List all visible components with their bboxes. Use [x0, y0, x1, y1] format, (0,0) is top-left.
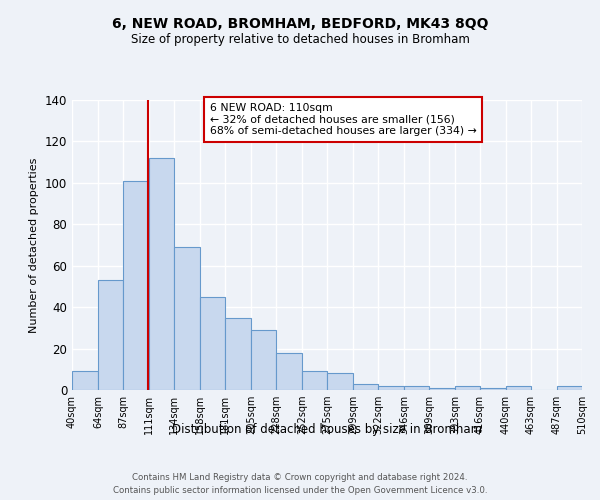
- Bar: [251, 330, 276, 390]
- Bar: [98, 280, 123, 390]
- Bar: [327, 374, 353, 390]
- Bar: [378, 386, 404, 390]
- Bar: [276, 352, 302, 390]
- Bar: [225, 318, 251, 390]
- Bar: [506, 386, 531, 390]
- Bar: [353, 384, 378, 390]
- Bar: [429, 388, 455, 390]
- Text: Distribution of detached houses by size in Bromham: Distribution of detached houses by size …: [172, 422, 482, 436]
- Bar: [557, 386, 582, 390]
- Text: Size of property relative to detached houses in Bromham: Size of property relative to detached ho…: [131, 32, 469, 46]
- Text: 6 NEW ROAD: 110sqm
← 32% of detached houses are smaller (156)
68% of semi-detach: 6 NEW ROAD: 110sqm ← 32% of detached hou…: [210, 103, 476, 136]
- Bar: [174, 247, 200, 390]
- Text: 6, NEW ROAD, BROMHAM, BEDFORD, MK43 8QQ: 6, NEW ROAD, BROMHAM, BEDFORD, MK43 8QQ: [112, 18, 488, 32]
- Bar: [200, 297, 225, 390]
- Bar: [455, 386, 480, 390]
- Bar: [404, 386, 429, 390]
- Bar: [480, 388, 506, 390]
- Bar: [149, 158, 174, 390]
- Bar: [72, 372, 98, 390]
- Text: Contains HM Land Registry data © Crown copyright and database right 2024.: Contains HM Land Registry data © Crown c…: [132, 472, 468, 482]
- Text: Contains public sector information licensed under the Open Government Licence v3: Contains public sector information licen…: [113, 486, 487, 495]
- Bar: [302, 372, 327, 390]
- Bar: [123, 181, 149, 390]
- Y-axis label: Number of detached properties: Number of detached properties: [29, 158, 39, 332]
